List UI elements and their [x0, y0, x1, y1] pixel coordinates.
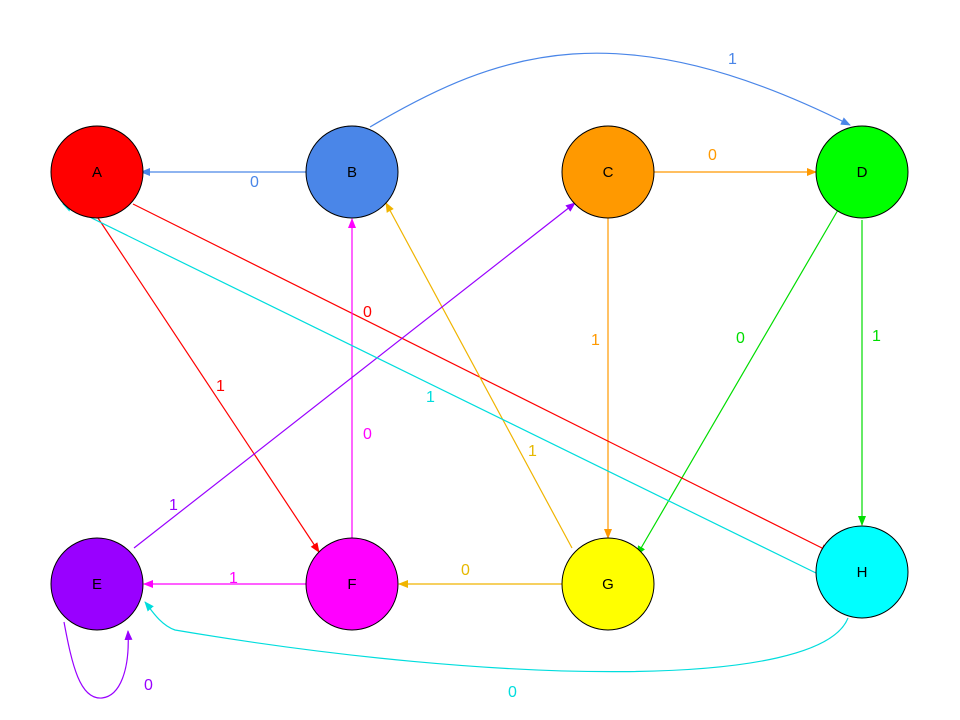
edge-d-g [636, 209, 839, 556]
edge-label-d-g: 0 [736, 330, 745, 347]
node-g-circle [561, 537, 655, 631]
edge-e-c [133, 202, 576, 549]
node-d-circle [815, 125, 909, 219]
edge-a-f [97, 217, 320, 553]
node-f: F [305, 537, 399, 631]
node-e-label: E [92, 576, 102, 593]
edge-label-e-e: 0 [144, 677, 153, 694]
edge-b-d [369, 52, 851, 128]
node-g: G [561, 537, 655, 631]
node-g-label: G [602, 576, 614, 593]
node-a-label: A [92, 164, 102, 181]
edge-h-e [144, 601, 849, 673]
edge-label-f-e: 1 [229, 570, 238, 587]
node-a-circle [50, 125, 144, 219]
edge-a-h [132, 203, 831, 553]
node-b: B [305, 125, 399, 219]
node-b-label: B [347, 164, 357, 181]
edge-label-b-a: 0 [250, 174, 259, 191]
node-c-label: C [603, 164, 614, 181]
node-h: H [815, 525, 909, 619]
edge-label-g-f: 0 [461, 562, 470, 579]
edge-labels: 0 1 0 1 0 1 0 1 0 1 0 1 1 0 1 0 [144, 51, 881, 701]
edge-g-b [385, 202, 573, 549]
edge-label-h-e: 0 [508, 684, 517, 701]
edge-label-h-a: 1 [426, 389, 435, 406]
edge-label-f-b: 0 [363, 426, 372, 443]
node-e-circle [50, 537, 144, 631]
node-h-label: H [857, 564, 868, 581]
edge-label-c-g: 1 [591, 332, 600, 349]
edge-e-e [63, 621, 133, 699]
node-e: E [50, 537, 144, 631]
edge-label-e-c: 1 [169, 497, 178, 514]
edge-label-a-h: 0 [363, 304, 372, 321]
edge-label-a-f: 1 [216, 378, 225, 395]
node-c: C [561, 125, 655, 219]
edge-h-a [62, 203, 819, 575]
node-h-circle [815, 525, 909, 619]
node-a: A [50, 125, 144, 219]
node-f-circle [305, 537, 399, 631]
edge-label-d-h: 1 [872, 328, 881, 345]
node-d: D [815, 125, 909, 219]
edge-label-g-b: 1 [528, 443, 537, 460]
edge-label-c-d: 0 [708, 147, 717, 164]
edge-label-b-d: 1 [728, 51, 737, 68]
node-f-label: F [347, 576, 356, 593]
nodes: A B C D E F G H [50, 125, 909, 631]
edges [62, 52, 866, 699]
node-c-circle [561, 125, 655, 219]
node-d-label: D [857, 164, 868, 181]
node-b-circle [305, 125, 399, 219]
